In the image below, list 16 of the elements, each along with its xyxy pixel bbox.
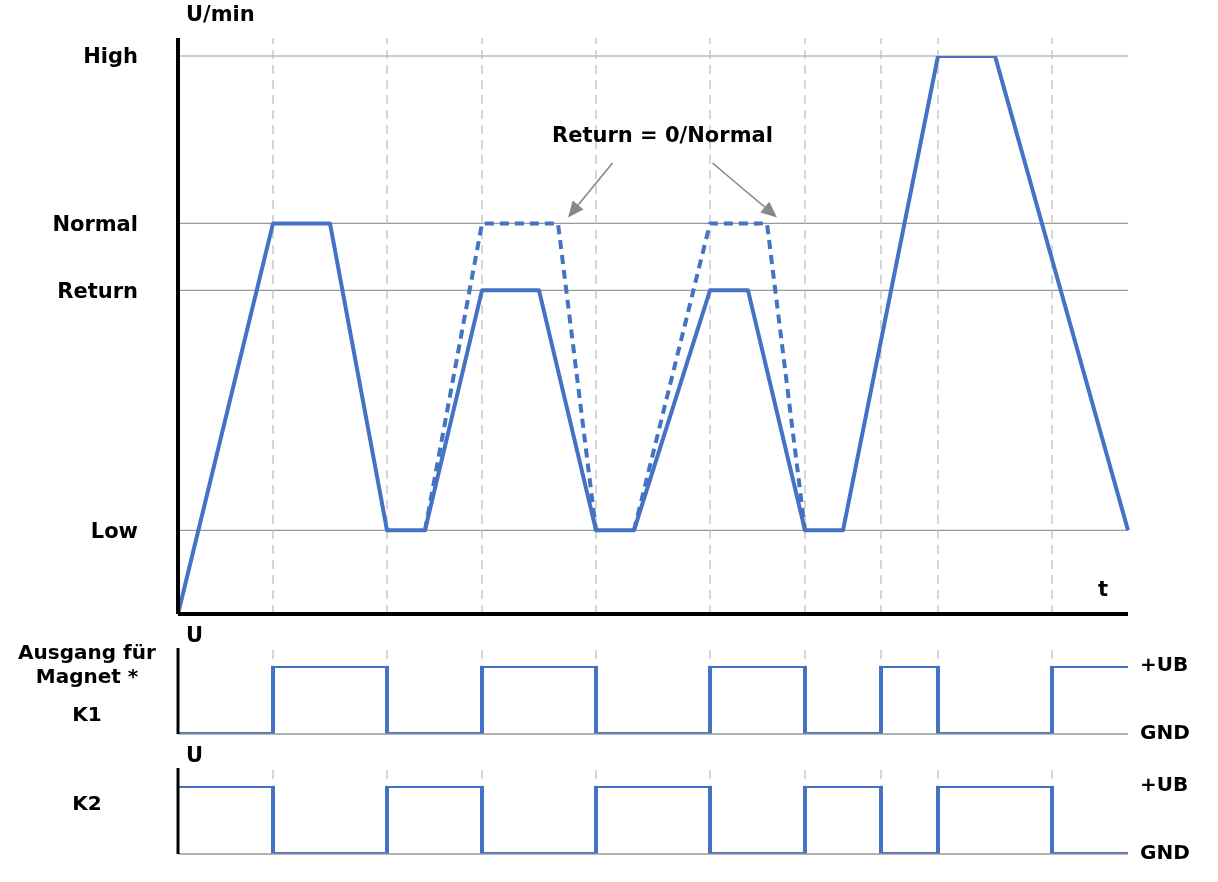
ref-line-label: High	[83, 44, 139, 69]
text: K1	[71, 702, 103, 726]
text: +UB	[1140, 772, 1189, 796]
text: GND	[1140, 840, 1190, 864]
x-axis-title: t	[1098, 577, 1109, 601]
text: GND	[1140, 720, 1190, 744]
text: Ausgang für Magnet *	[17, 640, 157, 688]
text: K2	[71, 791, 103, 815]
y-axis-title: U	[186, 623, 204, 647]
text: +UB	[1140, 652, 1189, 676]
ref-line-label: Low	[90, 518, 139, 543]
ref-line-label: Return	[57, 278, 139, 303]
annotation: Return = 0/Normal	[551, 123, 774, 147]
y-axis-title: U/min	[186, 2, 255, 26]
ref-line-label: Normal	[52, 211, 139, 236]
y-axis-title: U	[186, 743, 204, 767]
